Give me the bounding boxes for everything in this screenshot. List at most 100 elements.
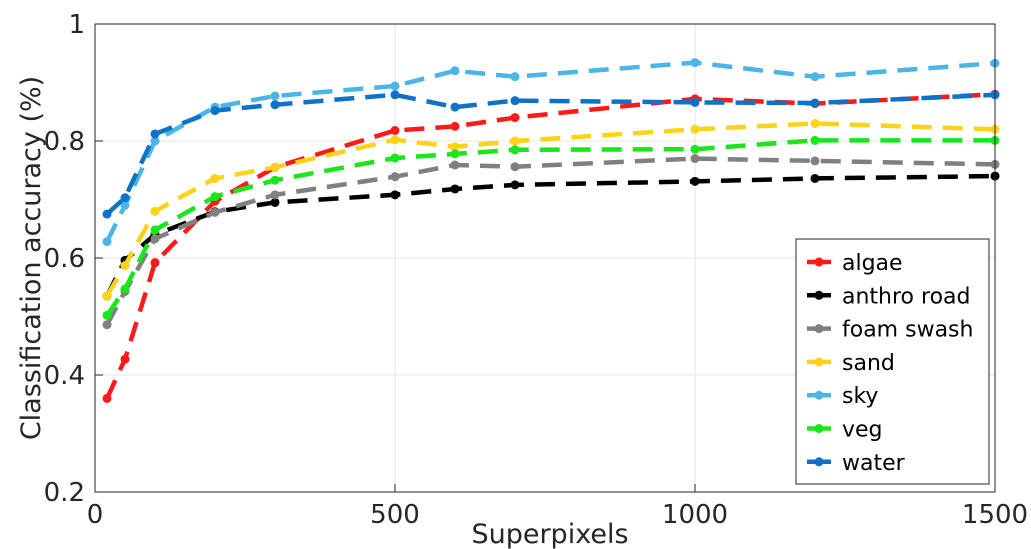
data-point: [150, 129, 160, 139]
legend-label: sky: [842, 384, 878, 409]
data-point: [102, 310, 112, 320]
data-point: [270, 175, 280, 185]
legend-label: anthro road: [842, 284, 970, 309]
legend-item: anthro road: [807, 284, 970, 309]
legend-swatch-marker: [814, 357, 824, 367]
data-point: [690, 154, 700, 164]
legend-item: foam swash: [807, 318, 973, 343]
series-line: [105, 92, 996, 216]
data-point: [510, 162, 520, 172]
data-point: [120, 284, 130, 294]
y-tick-label: 1: [68, 10, 85, 40]
legend-swatch-marker: [814, 257, 824, 267]
data-point: [510, 113, 520, 123]
data-point: [690, 176, 700, 186]
data-point: [150, 136, 160, 146]
data-point: [510, 180, 520, 190]
x-axis-title: Superpixels: [471, 519, 628, 549]
data-point: [450, 102, 460, 112]
data-point: [102, 237, 112, 247]
data-point: [150, 206, 160, 216]
y-tick-label: 0.4: [44, 361, 85, 391]
x-tick-label: 1500: [962, 500, 1028, 530]
data-point: [150, 258, 160, 268]
data-point: [102, 209, 112, 219]
data-point: [810, 72, 820, 82]
legend-swatch-marker: [814, 424, 824, 433]
data-point: [690, 58, 700, 68]
legend-swatch-marker: [814, 390, 824, 400]
data-point: [102, 320, 112, 330]
legend-label: sand: [842, 351, 895, 376]
data-point: [390, 135, 400, 145]
data-point: [810, 118, 820, 128]
series-line: [104, 91, 996, 400]
series-veg: [102, 135, 1000, 320]
data-point: [120, 193, 130, 203]
series-sand: [102, 118, 1000, 301]
data-point: [810, 98, 820, 108]
legend-item: algae: [807, 251, 903, 276]
data-point: [210, 192, 220, 202]
data-point: [102, 291, 112, 301]
data-point: [120, 200, 130, 210]
data-point: [510, 72, 520, 82]
series-layer: [102, 58, 1000, 403]
data-point: [390, 172, 400, 182]
data-point: [210, 106, 220, 116]
data-point: [150, 225, 160, 235]
data-point: [510, 96, 520, 106]
x-tick-label: 500: [370, 500, 420, 530]
data-point: [210, 173, 220, 183]
data-point: [270, 162, 280, 172]
data-point: [450, 142, 460, 152]
data-point: [270, 190, 280, 200]
legend-label: water: [842, 451, 906, 476]
legend-label: foam swash: [842, 318, 973, 343]
x-tick-label: 0: [87, 500, 104, 530]
y-tick-label: 0.2: [44, 478, 85, 508]
series-foam-swash: [102, 154, 1000, 330]
data-point: [690, 124, 700, 134]
data-point: [690, 144, 700, 154]
data-point: [810, 156, 820, 166]
data-point: [450, 121, 460, 131]
data-point: [270, 197, 280, 207]
legend-item: sky: [807, 384, 878, 409]
data-point: [120, 261, 130, 271]
data-point: [390, 125, 400, 135]
data-point: [510, 145, 520, 155]
data-point: [450, 184, 460, 194]
data-point: [102, 393, 112, 403]
data-point: [120, 354, 130, 364]
data-point: [450, 66, 460, 76]
legend: algae anthro road foam swash sand sky veg wate…: [795, 238, 990, 485]
y-tick-label: 0.8: [44, 127, 85, 157]
data-point: [270, 100, 280, 110]
data-point: [390, 190, 400, 200]
legend-swatch-marker: [814, 290, 824, 300]
ticks: 0 500 1000 1500 0.2 0.4 0.6 0.8 1: [44, 10, 1028, 530]
data-point: [270, 91, 280, 101]
data-point: [690, 97, 700, 107]
data-point: [510, 136, 520, 146]
data-point: [390, 153, 400, 163]
data-point: [450, 149, 460, 159]
data-point: [210, 207, 220, 217]
data-point: [150, 234, 160, 244]
legend-item: water: [807, 451, 906, 476]
data-point: [390, 90, 400, 100]
legend-label: veg: [842, 418, 883, 443]
legend-item: sand: [807, 351, 895, 376]
legend-item: veg: [807, 418, 883, 443]
data-point: [810, 135, 820, 145]
y-tick-label: 0.6: [44, 244, 85, 274]
legend-swatch-marker: [814, 457, 824, 467]
y-axis-title: Classification accuracy (%): [16, 76, 47, 440]
x-tick-label: 1000: [662, 500, 728, 530]
legend-swatch-marker: [814, 324, 824, 334]
data-point: [810, 173, 820, 183]
legend-label: algae: [842, 251, 903, 276]
data-point: [390, 81, 400, 91]
